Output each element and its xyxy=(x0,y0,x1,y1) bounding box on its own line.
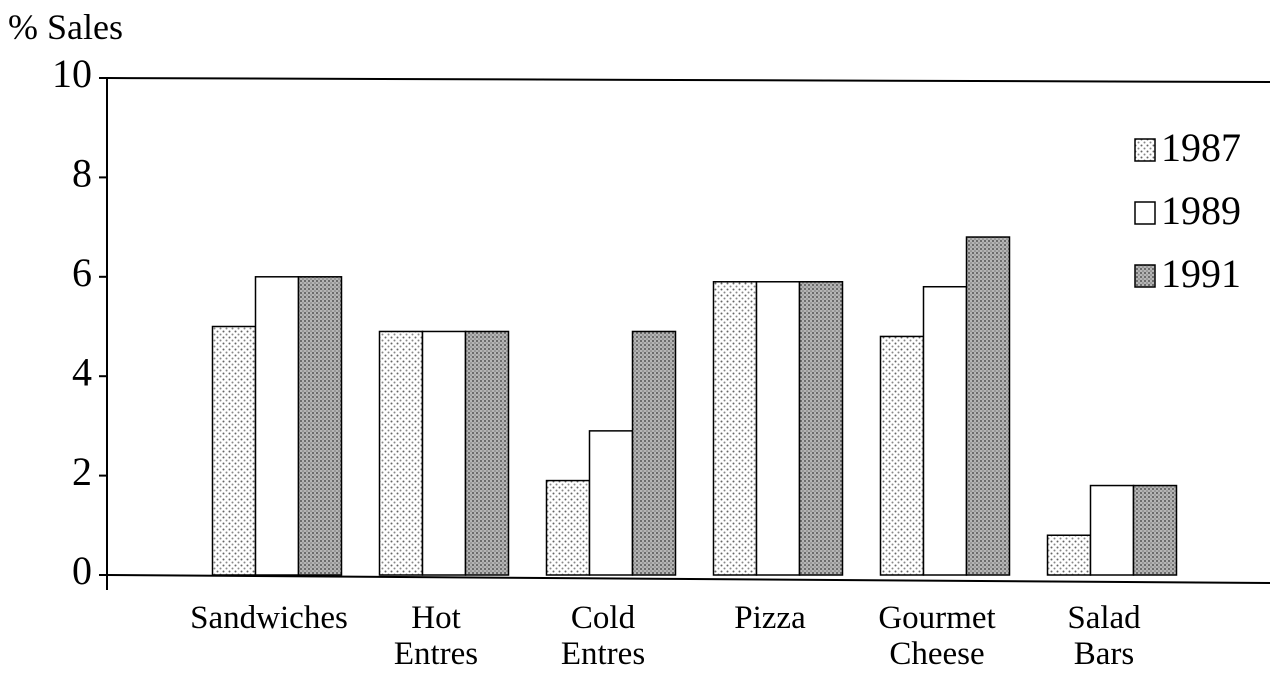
bar xyxy=(755,281,801,576)
x-tick-label: Sandwiches xyxy=(190,600,348,636)
y-tick-label: 10 xyxy=(52,51,92,96)
bar xyxy=(297,276,343,576)
y-tick-label: 2 xyxy=(72,449,92,494)
x-tick-label: Pizza xyxy=(734,600,806,636)
bar xyxy=(922,285,968,576)
bar xyxy=(545,479,591,576)
bar xyxy=(421,330,467,576)
y-tick-label: 0 xyxy=(72,548,92,593)
y-tick-label: 4 xyxy=(72,349,92,394)
y-axis-label: % Sales xyxy=(8,7,123,47)
bar xyxy=(464,330,510,576)
legend-swatch xyxy=(1134,264,1156,288)
legend-label: 1987 xyxy=(1161,125,1241,170)
bar xyxy=(1046,534,1092,576)
bar xyxy=(965,236,1011,576)
plot-top-border xyxy=(106,77,1271,83)
bar xyxy=(1089,484,1135,576)
x-tick-label: Gourmet Cheese xyxy=(878,600,996,672)
legend-label: 1991 xyxy=(1161,251,1241,296)
bar xyxy=(1132,484,1178,576)
bar xyxy=(798,281,844,576)
bar xyxy=(588,430,634,576)
x-tick-label: Cold Entres xyxy=(560,600,646,672)
bar xyxy=(254,276,300,576)
x-axis xyxy=(106,574,1271,584)
bar xyxy=(378,330,424,576)
legend-swatch xyxy=(1134,138,1156,162)
legend-label: 1989 xyxy=(1161,188,1241,233)
y-tick-label: 6 xyxy=(72,250,92,295)
y-tick-label: 8 xyxy=(72,151,92,196)
x-tick-label: Salad Bars xyxy=(1067,600,1141,672)
x-tick-label: Hot Entres xyxy=(393,600,479,672)
bar xyxy=(631,330,677,576)
bar xyxy=(879,335,925,576)
bar xyxy=(211,325,257,576)
legend-swatch xyxy=(1134,201,1156,225)
bar xyxy=(712,281,758,576)
